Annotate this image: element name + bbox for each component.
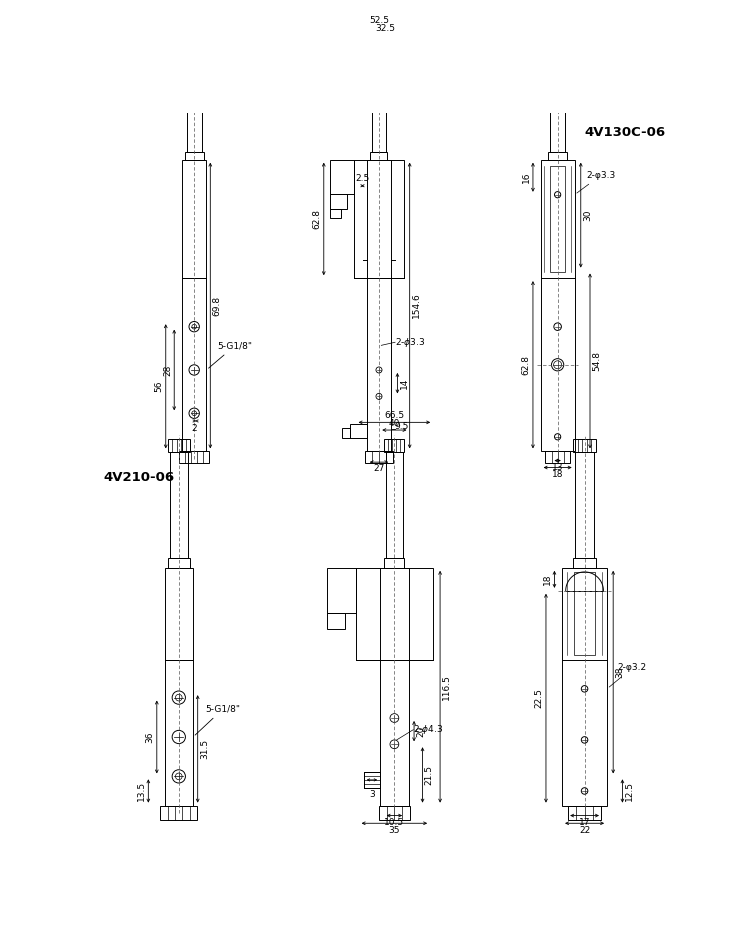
Bar bbox=[330, 159, 355, 193]
Bar bbox=[179, 451, 209, 462]
Text: 3: 3 bbox=[369, 790, 375, 798]
Text: 154.6: 154.6 bbox=[412, 293, 421, 318]
Bar bbox=[380, 659, 409, 806]
Bar bbox=[380, 567, 409, 659]
Bar bbox=[568, 806, 601, 820]
Text: 5-G1/8": 5-G1/8" bbox=[195, 704, 241, 735]
Bar bbox=[342, 429, 350, 437]
Bar bbox=[370, 45, 388, 54]
Text: 18: 18 bbox=[552, 470, 563, 478]
Bar bbox=[367, 279, 392, 451]
Bar bbox=[364, 772, 380, 788]
Text: 2-φ3.2: 2-φ3.2 bbox=[609, 663, 647, 687]
Bar bbox=[548, 45, 567, 54]
Bar bbox=[541, 159, 574, 451]
Bar bbox=[330, 193, 347, 209]
Bar bbox=[187, 54, 202, 152]
Text: 27: 27 bbox=[374, 464, 385, 474]
Bar bbox=[170, 451, 188, 557]
Bar bbox=[575, 451, 594, 557]
Text: 17: 17 bbox=[579, 818, 590, 827]
Text: 116.5: 116.5 bbox=[442, 673, 452, 700]
Text: 32.5: 32.5 bbox=[375, 24, 395, 33]
Text: 2-φ3.3: 2-φ3.3 bbox=[577, 171, 616, 193]
Text: 62.8: 62.8 bbox=[313, 209, 322, 229]
Bar bbox=[164, 659, 193, 806]
Text: 28: 28 bbox=[163, 364, 172, 375]
Text: 35: 35 bbox=[388, 825, 400, 835]
Text: 10.5: 10.5 bbox=[384, 818, 404, 827]
Bar bbox=[386, 451, 403, 557]
Text: 13: 13 bbox=[552, 463, 563, 472]
Text: 54.8: 54.8 bbox=[592, 351, 602, 371]
Bar bbox=[548, 152, 567, 159]
Bar bbox=[367, 159, 392, 279]
Bar bbox=[545, 451, 570, 462]
Text: 12.5: 12.5 bbox=[625, 781, 634, 801]
Bar bbox=[327, 613, 346, 629]
Text: 21.5: 21.5 bbox=[424, 764, 433, 785]
Text: 40: 40 bbox=[388, 418, 400, 428]
Bar bbox=[160, 806, 197, 820]
Text: 22.5: 22.5 bbox=[535, 688, 544, 708]
Text: 31.5: 31.5 bbox=[200, 739, 209, 759]
Text: 18: 18 bbox=[543, 573, 552, 585]
Bar bbox=[355, 159, 404, 279]
Bar bbox=[562, 567, 607, 806]
Bar bbox=[184, 45, 203, 54]
Bar bbox=[573, 557, 596, 567]
Text: 22: 22 bbox=[579, 825, 590, 835]
Text: 2-$\phi$4.3: 2-$\phi$4.3 bbox=[413, 723, 444, 736]
Bar bbox=[384, 439, 404, 451]
Text: 69.8: 69.8 bbox=[212, 295, 221, 315]
Bar bbox=[379, 806, 410, 820]
Text: 4V130C-06: 4V130C-06 bbox=[584, 127, 666, 140]
Text: 2.5: 2.5 bbox=[356, 174, 370, 184]
Text: 30: 30 bbox=[583, 209, 592, 220]
Bar bbox=[167, 439, 190, 451]
Bar bbox=[550, 166, 566, 272]
Bar bbox=[550, 54, 566, 152]
Text: 4V210-06: 4V210-06 bbox=[104, 472, 175, 484]
Text: 2: 2 bbox=[191, 424, 197, 433]
Bar bbox=[365, 451, 392, 462]
Text: 66.5: 66.5 bbox=[384, 411, 404, 420]
Text: 52.5: 52.5 bbox=[369, 16, 389, 25]
Text: 56: 56 bbox=[154, 381, 164, 392]
Text: 16: 16 bbox=[522, 172, 531, 183]
Text: 62.8: 62.8 bbox=[522, 355, 531, 375]
Text: 38: 38 bbox=[616, 666, 625, 678]
Text: 5-G1/8": 5-G1/8" bbox=[209, 341, 252, 368]
Bar bbox=[164, 567, 193, 659]
Text: 13.5: 13.5 bbox=[137, 781, 146, 801]
Bar bbox=[364, 772, 380, 788]
Bar bbox=[356, 567, 434, 659]
Bar bbox=[184, 152, 203, 159]
Bar bbox=[574, 572, 595, 655]
Bar bbox=[182, 279, 206, 451]
Text: 9.5: 9.5 bbox=[394, 422, 409, 431]
Bar bbox=[327, 567, 356, 613]
Bar bbox=[573, 439, 596, 451]
Bar bbox=[182, 159, 206, 279]
Bar bbox=[370, 152, 388, 159]
Bar bbox=[384, 557, 404, 567]
Text: 2-$\phi$3.3: 2-$\phi$3.3 bbox=[395, 336, 425, 349]
Text: 14: 14 bbox=[400, 377, 409, 389]
Bar bbox=[350, 424, 367, 437]
Bar bbox=[330, 209, 341, 219]
Text: 20: 20 bbox=[416, 725, 425, 737]
Bar bbox=[167, 557, 190, 567]
Bar bbox=[372, 54, 386, 152]
Text: 36: 36 bbox=[146, 732, 154, 743]
